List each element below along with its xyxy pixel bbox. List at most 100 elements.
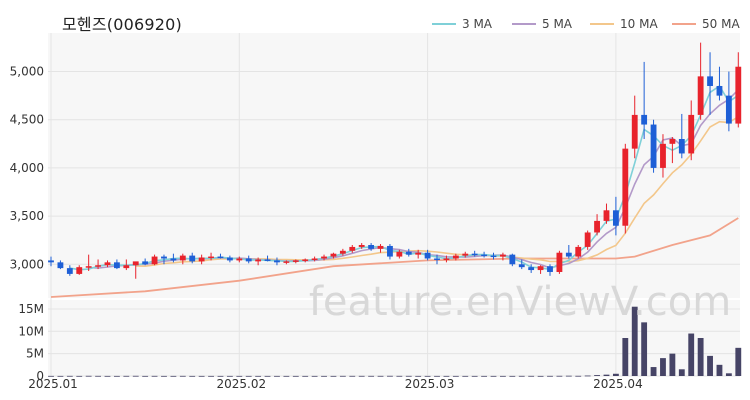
candle-body [565,252,572,257]
candle-body [594,220,600,233]
x-tick-label: 2025.03 [405,377,455,391]
volume-bar [255,375,262,377]
volume-bar [76,375,83,377]
legend-label: 50 MA [702,17,740,31]
volume-bar [669,353,676,376]
volume-bar [161,375,167,377]
volume-bar [678,369,685,376]
volume-bar [415,375,422,377]
volume-bar [499,375,506,377]
volume-bar [641,322,648,376]
candle-body [349,246,356,251]
volume-bar [217,375,224,377]
candle-body [452,255,459,259]
volume-bar [452,375,459,377]
volume-bar [179,375,186,377]
candle-body [66,268,73,274]
candle-body [302,259,309,261]
candle-body [434,258,440,260]
candle-body [660,143,666,168]
candle-body [368,245,375,249]
volume-bar [142,375,149,377]
candle-body [330,253,337,257]
volume-bar [113,375,120,377]
volume-bar [622,338,629,376]
volume-bar [377,375,384,377]
candle-body [161,256,167,259]
volume-bar [368,375,375,377]
volume-bar [66,375,73,377]
volume-bar [170,375,177,377]
volume-bar [697,338,704,376]
x-tick-label: 2025.02 [216,377,266,391]
volume-bar [123,375,130,377]
volume-bar [198,375,205,377]
candle-body [48,260,54,263]
candle-body [377,245,384,249]
x-tick-label: 2025.01 [28,377,78,391]
candle-body [735,66,742,124]
candle-body [575,246,582,257]
candle-body [189,255,196,262]
candle-body [245,258,252,262]
volume-bar [189,375,196,377]
candle-body [490,255,497,258]
volume-bar [660,358,666,376]
watermark-text: feature.enViewV.com [309,279,731,325]
candle-body [123,265,130,269]
candle-body [725,95,732,124]
volume-bar [330,375,337,377]
volume-bar [631,306,638,376]
candle-body [170,258,177,261]
volume-bar [274,375,280,377]
candle-body [547,266,553,272]
candle-body [264,259,271,261]
volume-bar [283,375,290,377]
volume-bar [509,375,516,377]
candle-body [678,139,685,154]
volume-bar [537,375,544,377]
volume-bar [688,333,695,376]
candle-body [697,76,704,115]
volume-tick-label: 5M [26,347,44,361]
candle-body [556,252,563,272]
candle-body [716,86,723,96]
candle-body [641,114,648,125]
volume-bar [716,364,723,376]
volume-bar [603,374,610,376]
candle-body [462,253,469,256]
candle-body [274,260,280,263]
candle-body [358,245,365,247]
candle-body [443,258,450,260]
volume-bar [311,375,318,377]
volume-bar [292,375,299,377]
volume-bar [547,375,553,377]
candle-body [321,256,327,259]
x-tick-label: 2025.04 [593,377,643,391]
candle-body [688,114,695,154]
volume-bar [57,375,64,377]
candle-body [499,254,506,257]
volume-bar [48,375,54,377]
volume-bar [443,375,450,377]
chart-title: 모헨즈(006920) [62,15,182,34]
candle-body [584,232,591,247]
volume-bar [264,375,271,377]
candle-body [179,255,186,261]
volume-bar [236,375,243,377]
candle-body [208,256,214,259]
candle-body [113,262,120,269]
legend-label: 5 MA [542,17,573,31]
volume-bar [650,367,657,376]
candle-body [85,266,92,268]
volume-bar [349,375,356,377]
candle-body [415,252,422,255]
volume-bar [462,375,469,377]
volume-bar [594,375,600,376]
volume-bar [471,375,478,377]
candle-body [481,254,488,257]
volume-tick-label: 10M [18,324,44,338]
candle-body [217,256,224,259]
